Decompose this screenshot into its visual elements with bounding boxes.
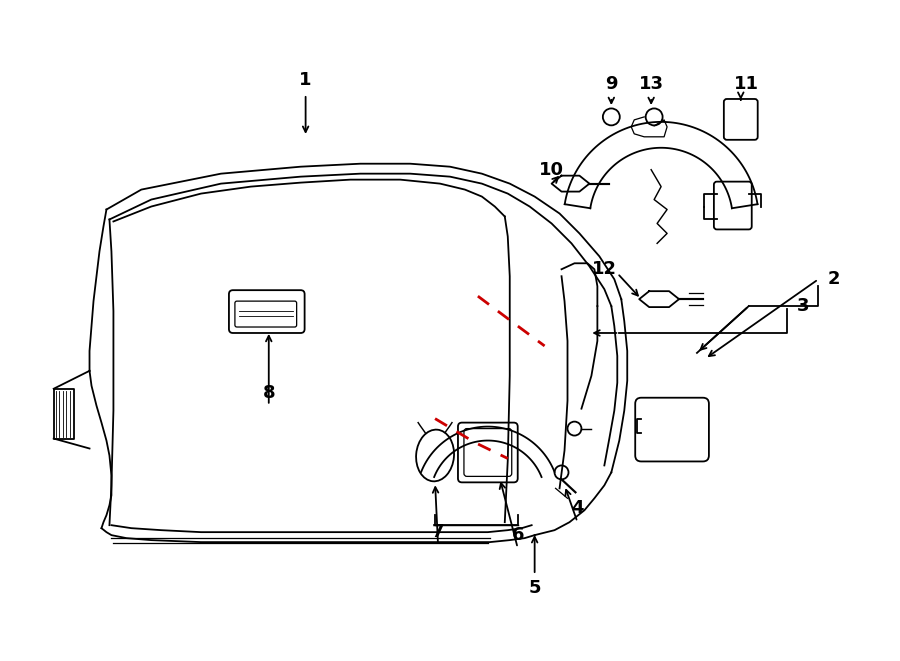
Text: 6: 6 xyxy=(511,526,524,544)
Circle shape xyxy=(554,465,569,479)
Text: 4: 4 xyxy=(572,499,584,518)
Text: 9: 9 xyxy=(605,75,617,93)
Text: 3: 3 xyxy=(797,297,810,315)
Text: 10: 10 xyxy=(539,161,564,178)
Text: 11: 11 xyxy=(734,75,760,93)
Text: 1: 1 xyxy=(300,71,312,89)
Text: 5: 5 xyxy=(528,579,541,597)
Text: 12: 12 xyxy=(592,260,617,278)
Text: 8: 8 xyxy=(263,384,275,402)
Text: 7: 7 xyxy=(432,523,445,541)
Text: 13: 13 xyxy=(639,75,663,93)
Text: 2: 2 xyxy=(827,270,840,288)
